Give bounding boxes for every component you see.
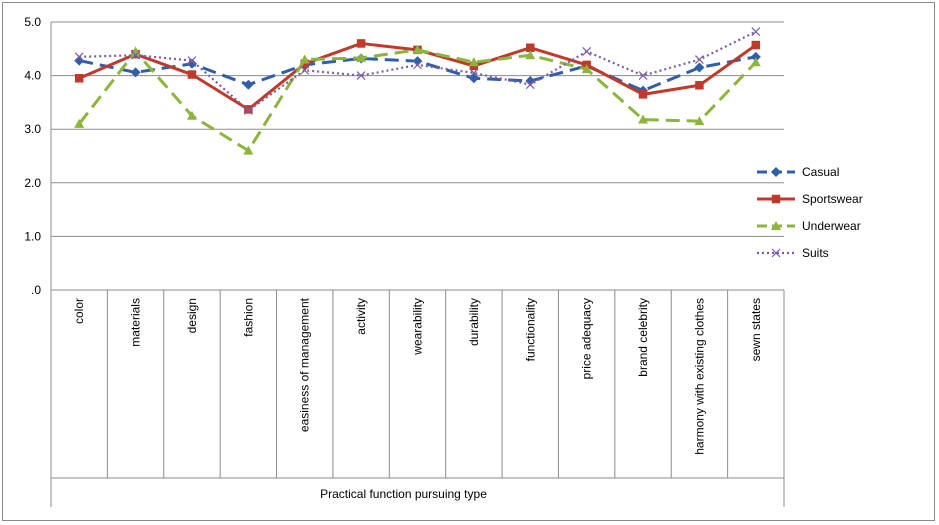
data-point [299,54,310,64]
y-tick-label: 1.0 [24,229,41,243]
x-tick-label: easiness of management [298,297,312,432]
data-point [771,194,781,204]
data-point [412,56,423,67]
gridlines [51,21,784,291]
data-point [771,248,781,258]
y-tick-label: 5.0 [24,15,41,29]
data-point [300,59,309,69]
data-point [74,55,85,66]
data-point [187,56,197,66]
legend-item: Casual [757,165,839,179]
legend-item: Underwear [757,219,861,233]
data-point [581,64,592,74]
data-point [525,80,535,90]
data-point [750,57,761,67]
x-tick-label: price adequacy [580,298,594,379]
data-point [694,62,705,73]
x-tick-label: color [72,298,86,324]
series-underwear [74,44,761,155]
y-axis: .0 1.0 2.0 3.0 4.0 5.0 [24,15,52,297]
series-suits [74,27,761,115]
data-point [750,51,761,62]
legend-label: Underwear [802,219,861,233]
data-point [243,79,254,90]
data-point [412,44,423,54]
legend-label: Casual [802,165,839,179]
y-tick-label: 2.0 [24,176,41,190]
x-tick-label: wearability [411,298,425,356]
x-tick-label: design [185,298,199,333]
legend-label: Sportswear [802,192,863,206]
data-point [131,50,141,60]
series-casual [74,51,761,96]
data-point [356,52,367,62]
data-point [468,73,479,84]
y-tick-label: .0 [31,283,41,297]
data-point [469,68,479,78]
legend-label: Suits [802,246,829,260]
x-tick-label: durability [467,298,481,346]
data-point [187,70,197,79]
data-point [186,110,197,120]
series-lines [74,27,761,155]
data-point [526,43,535,52]
data-point [244,105,253,114]
data-point [771,221,781,230]
data-point [525,75,536,86]
legend-item: Sportswear [757,192,863,206]
data-point [771,167,781,177]
x-tick-label: materials [129,298,143,347]
data-point [74,52,84,62]
data-point [130,67,141,78]
data-point [638,71,648,81]
data-point [468,57,479,67]
y-tick-label: 4.0 [24,69,41,83]
data-point [300,65,310,75]
x-tick-label: brand celebrity [636,298,650,377]
data-point [356,71,366,81]
data-point [695,80,704,90]
x-axis-table: color materials design fashion easiness of m… [50,290,785,507]
data-point [582,47,592,56]
data-point [694,55,704,64]
data-point [356,39,366,48]
data-point [74,74,84,83]
data-point [751,40,761,50]
legend-item: Suits [757,246,829,260]
y-tick-label: 3.0 [24,122,41,136]
data-point [751,27,761,37]
x-tick-label: activity [354,298,368,335]
x-tick-label: harmony with existing clothes [692,298,706,455]
data-point [694,116,705,126]
x-tick-label: fashion [241,298,255,337]
x-axis-label: Practical function pursuing type [320,487,487,501]
legend: Casual Sportswear Underwear Suits [757,165,863,260]
data-point [243,145,254,155]
data-point [638,90,648,99]
data-point [525,50,536,60]
data-point [243,106,253,115]
x-tick-label: functionality [523,298,537,361]
data-point [74,118,85,128]
data-point [638,114,649,124]
data-point [413,60,422,70]
x-tick-label: sewn states [749,298,763,361]
